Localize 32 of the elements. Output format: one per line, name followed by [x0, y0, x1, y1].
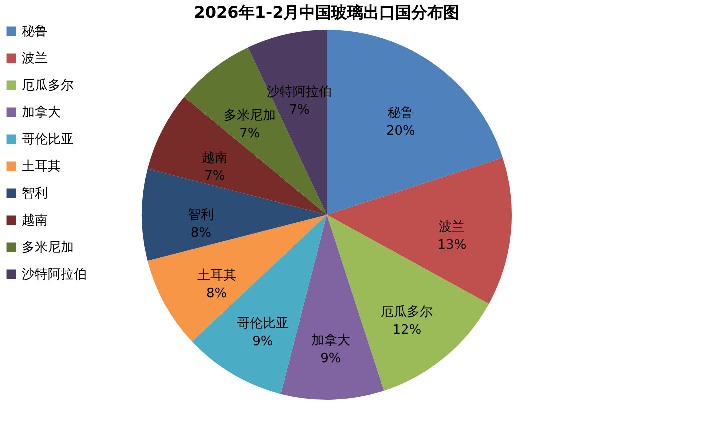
data-label: 7%: [240, 126, 260, 142]
legend-label: 沙特阿拉伯: [22, 268, 87, 282]
chart-title: 2026年1-2月中国玻璃出口国分布图: [194, 3, 460, 22]
slice-label: 多米尼加: [224, 108, 276, 124]
legend-label: 加拿大: [22, 106, 61, 120]
slice-label: 加拿大: [311, 334, 350, 349]
legend-label: 哥伦比亚: [22, 132, 74, 148]
legend-label: 智利: [22, 186, 48, 202]
legend-label: 越南: [22, 214, 48, 228]
data-label: 9%: [320, 352, 342, 367]
legend-label: 秘鲁: [22, 24, 48, 40]
data-label: 8%: [190, 226, 212, 241]
data-label: 9%: [252, 334, 274, 350]
pie-slice: [327, 158, 512, 304]
legend-label: 土耳其: [22, 160, 61, 174]
data-label: 8%: [206, 286, 228, 302]
pie-slice: [142, 168, 327, 262]
data-label: 12%: [392, 322, 422, 338]
legend-label: 厄瓜多尔: [22, 78, 74, 94]
legend-label: 波兰: [22, 52, 48, 66]
data-label: 20%: [386, 124, 416, 140]
data-label: 7%: [289, 103, 310, 118]
slice-label: 秘鲁: [388, 106, 414, 122]
slice-label: 哥伦比亚: [236, 316, 289, 332]
legend-label: 多米尼加: [22, 240, 74, 256]
slice-label: 土耳其: [197, 268, 236, 284]
slice-label: 波兰: [439, 220, 466, 235]
slice-label: 越南: [202, 150, 228, 166]
slice-label: 厄瓜多尔: [381, 304, 434, 320]
data-label: 7%: [204, 168, 226, 184]
slice-label: 智利: [188, 208, 214, 223]
data-label: 13%: [438, 238, 467, 253]
